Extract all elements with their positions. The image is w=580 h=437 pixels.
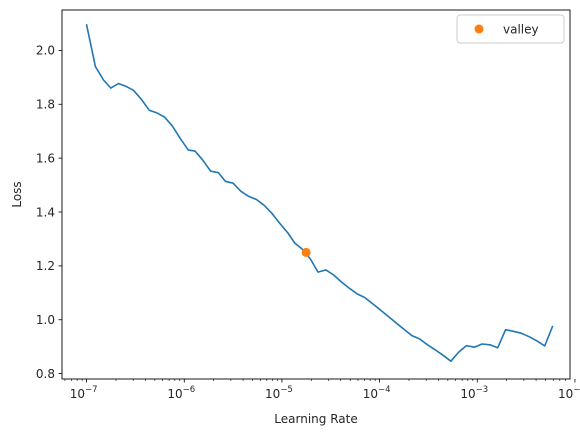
y-tick-label: 1.6 bbox=[36, 151, 55, 165]
plot-area bbox=[85, 23, 554, 363]
y-tick-label: 1.4 bbox=[36, 205, 55, 219]
y-tick-label: 2.0 bbox=[36, 44, 55, 58]
legend-valley-marker bbox=[474, 24, 484, 34]
y-tick-label: 1.2 bbox=[36, 259, 55, 273]
loss-series-line bbox=[85, 23, 554, 363]
x-tick-label: 10−2 bbox=[558, 385, 580, 401]
legend-box bbox=[456, 14, 565, 44]
x-tick-label: 10−3 bbox=[460, 385, 488, 401]
x-tick-label: 10−6 bbox=[167, 385, 195, 401]
legend-valley-label: valley bbox=[503, 23, 539, 37]
axis-ticks: 10−7 10−6 10−5 10−4 10−3 10−2 0.8 1.0 1.2 1.4 1.6 1… bbox=[36, 44, 580, 401]
y-tick-label: 0.8 bbox=[36, 367, 55, 381]
y-tick-label: 1.8 bbox=[36, 98, 55, 112]
y-axis-label: Loss bbox=[10, 181, 24, 207]
x-tick-label: 10−7 bbox=[70, 385, 98, 401]
y-tick-label: 1.0 bbox=[36, 313, 55, 327]
valley-marker bbox=[301, 247, 311, 257]
legend: valley bbox=[456, 14, 565, 44]
x-tick-label: 10−4 bbox=[363, 385, 391, 401]
x-tick-label: 10−5 bbox=[265, 385, 293, 401]
axes-frame bbox=[61, 9, 571, 380]
x-axis-label: Learning Rate bbox=[274, 412, 357, 426]
